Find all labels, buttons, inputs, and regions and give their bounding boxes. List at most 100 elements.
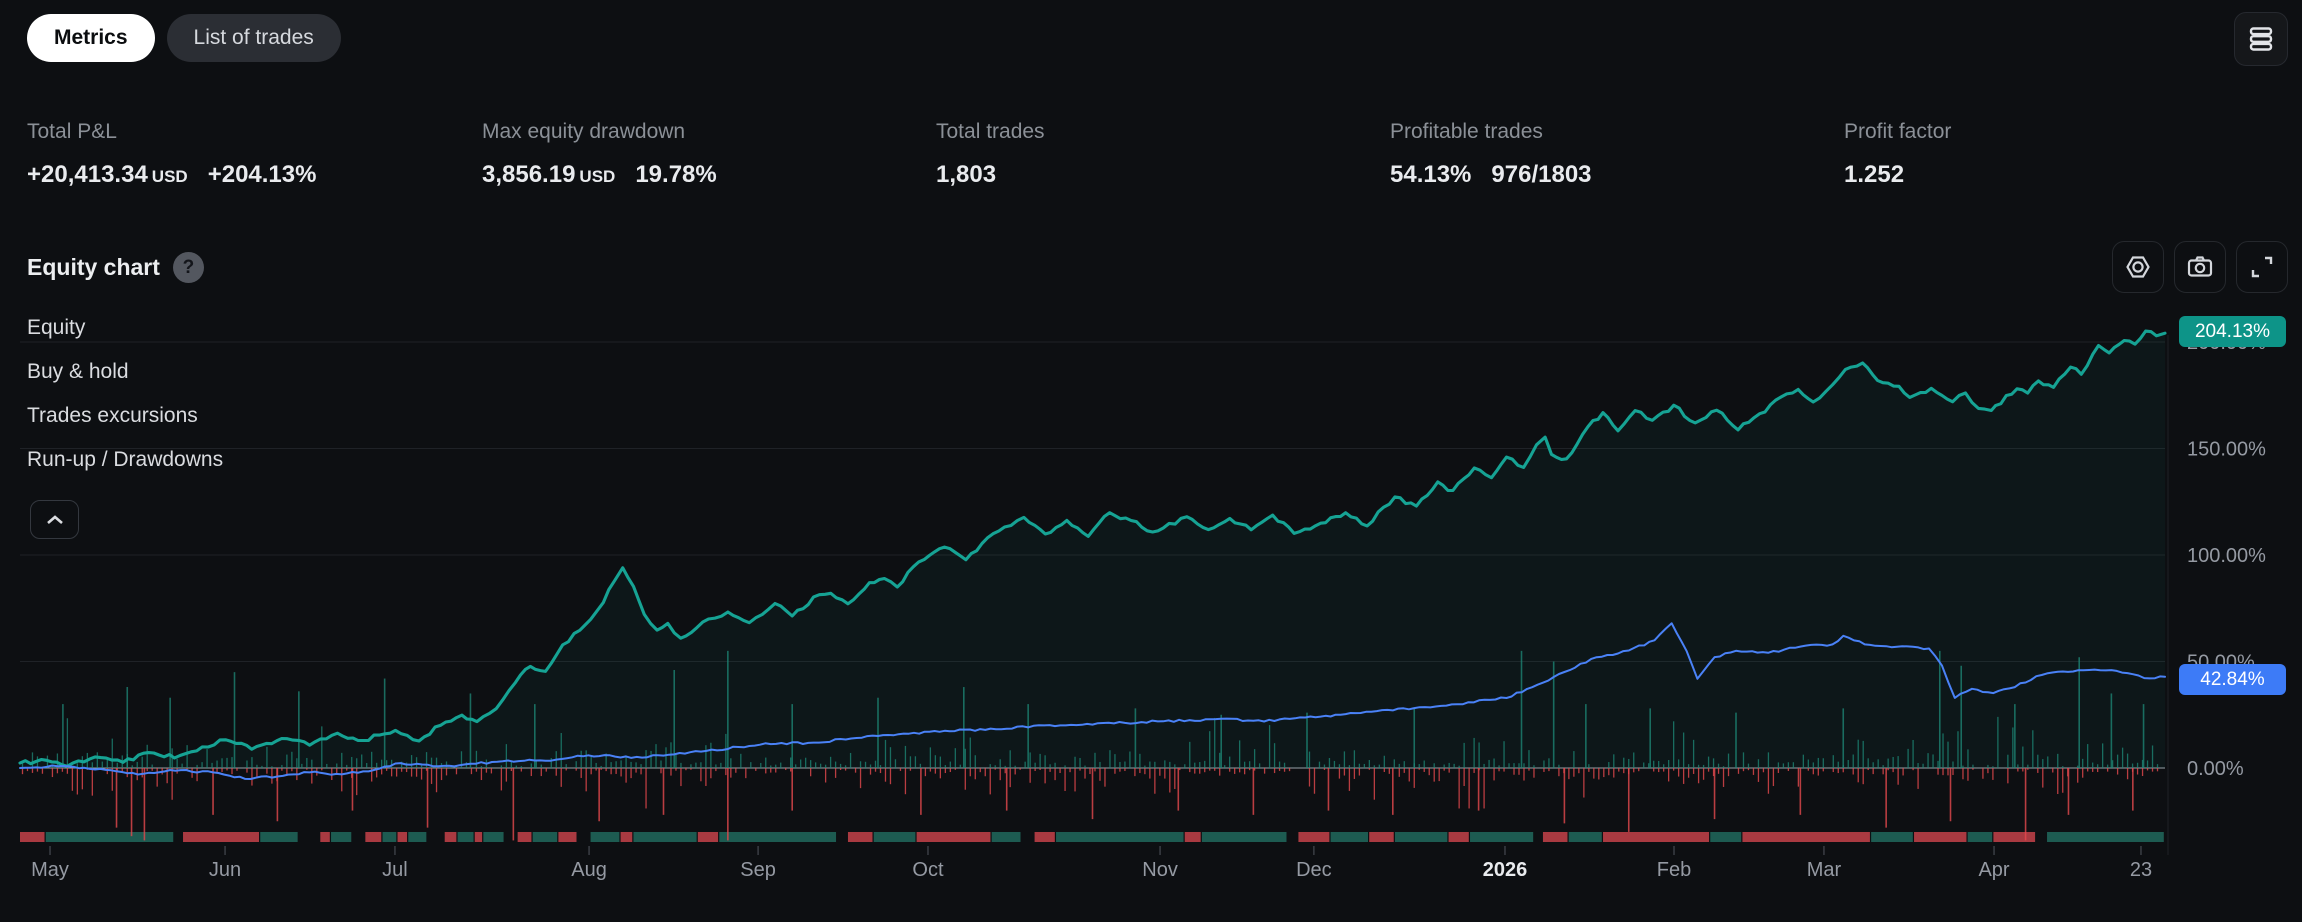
- buyhold-last-value-badge: 42.84%: [2179, 664, 2286, 695]
- x-axis-label: Nov: [1142, 859, 1178, 881]
- position-strip-segment: [1542, 832, 1568, 842]
- position-strip-segment: [590, 832, 620, 842]
- position-strip-segment: [20, 832, 45, 842]
- position-strip-segment: [474, 832, 483, 842]
- position-strip-segment: [1394, 832, 1448, 842]
- position-strip-segment: [873, 832, 916, 842]
- stat-ratio: 976/1803: [1491, 161, 1592, 188]
- position-strip-segment: [991, 832, 1021, 842]
- stat-profit-factor: Profit factor 1.252: [1844, 120, 1951, 189]
- position-strip-segment: [397, 832, 408, 842]
- position-strip-segment: [444, 832, 457, 842]
- position-strip-segment: [916, 832, 991, 842]
- x-axis-label: Aug: [571, 859, 607, 881]
- position-strip-segment: [457, 832, 474, 842]
- layout-rows-button[interactable]: [2234, 12, 2288, 66]
- stat-total-trades: Total trades 1,803: [936, 120, 1045, 189]
- position-strip-segment: [1184, 832, 1201, 842]
- stat-label: Profit factor: [1844, 120, 1952, 143]
- position-strip-segment: [1298, 832, 1330, 842]
- rows-icon: [2246, 24, 2276, 54]
- position-strip-segment: [1056, 832, 1184, 842]
- stat-currency: USD: [579, 167, 616, 186]
- stat-percent: 54.13%: [1390, 161, 1472, 188]
- legend-item-buy-and-hold[interactable]: Buy & hold: [27, 360, 129, 383]
- chart-legend: Equity Buy & hold Trades excursions Run-…: [27, 306, 223, 482]
- stat-total-pnl: Total P&L +20,413.34 USD +204.13%: [27, 120, 316, 189]
- stat-profitable-trades: Profitable trades 54.13% 976/1803: [1390, 120, 1592, 189]
- position-strip-segment: [1871, 832, 1913, 842]
- position-strip-segment: [1967, 832, 1993, 842]
- stat-label: Total P&L: [27, 120, 117, 143]
- position-strip-segment: [1369, 832, 1394, 842]
- position-strip-segment: [847, 832, 873, 842]
- position-strip-segment: [1330, 832, 1369, 842]
- position-strip-segment: [1710, 832, 1742, 842]
- equity-last-value-badge: 204.13%: [2179, 316, 2286, 347]
- position-strip-segment: [1034, 832, 1055, 842]
- position-strip-segment: [408, 832, 427, 842]
- position-strip-segment: [1201, 832, 1287, 842]
- help-icon[interactable]: ?: [172, 252, 204, 283]
- position-strip-segment: [719, 832, 837, 842]
- position-strip-segment: [558, 832, 577, 842]
- chart-snapshot-button[interactable]: [2174, 241, 2226, 293]
- stat-amount: +20,413.34: [27, 161, 148, 188]
- position-strip-segment: [483, 832, 504, 842]
- stat-amount: 3,856.19: [482, 161, 576, 188]
- x-axis-label: Jul: [382, 859, 408, 881]
- position-strip-segment: [1603, 832, 1710, 842]
- chart-settings-button[interactable]: [2112, 241, 2164, 293]
- stat-percent: +204.13%: [207, 161, 317, 188]
- gear-icon: [2123, 252, 2153, 282]
- tab-metrics[interactable]: Metrics: [27, 14, 155, 62]
- stat-label: Total trades: [936, 120, 1045, 143]
- stat-max-drawdown: Max equity drawdown 3,856.19 USD 19.78%: [482, 120, 717, 189]
- stat-value: 1,803: [936, 161, 997, 188]
- view-tabs: Metrics List of trades: [27, 14, 341, 62]
- position-strip-segment: [1448, 832, 1469, 842]
- y-axis-label: 0.00%: [2187, 758, 2244, 780]
- stat-percent: 19.78%: [635, 161, 717, 188]
- legend-item-equity[interactable]: Equity: [27, 316, 86, 339]
- position-strip-segment: [331, 832, 352, 842]
- x-axis-label: Feb: [1657, 859, 1691, 881]
- chart-fullscreen-button[interactable]: [2236, 241, 2288, 293]
- equity-area-fill: [20, 331, 2165, 768]
- position-strip-segment: [1470, 832, 1534, 842]
- stat-label: Max equity drawdown: [482, 120, 686, 143]
- x-axis-label: Apr: [1978, 859, 2009, 881]
- legend-collapse-button[interactable]: [30, 500, 79, 539]
- x-axis-label: Dec: [1296, 859, 1332, 881]
- chart-toolbar: [2112, 241, 2288, 293]
- legend-item-runup-drawdowns[interactable]: Run-up / Drawdowns: [27, 448, 224, 471]
- position-strip-segment: [633, 832, 697, 842]
- stat-currency: USD: [151, 167, 188, 186]
- fullscreen-icon: [2247, 252, 2277, 282]
- position-strip-segment: [1914, 832, 1967, 842]
- x-axis-label: Oct: [912, 859, 944, 881]
- position-strip-segment: [365, 832, 382, 842]
- position-strip-segment: [382, 832, 397, 842]
- position-strip-segment: [697, 832, 719, 842]
- x-axis-label: 23: [2130, 859, 2152, 881]
- equity-chart-header: Equity chart ?: [27, 252, 204, 283]
- x-axis-label: 2026: [1483, 859, 1528, 881]
- position-strip-segment: [183, 832, 260, 842]
- x-axis-label: Sep: [740, 859, 776, 881]
- tab-list-of-trades[interactable]: List of trades: [166, 14, 341, 62]
- camera-icon: [2185, 252, 2215, 282]
- position-strip-segment: [1568, 832, 1602, 842]
- position-strip-segment: [517, 832, 532, 842]
- position-strip-segment: [320, 832, 330, 842]
- x-axis-label: May: [31, 859, 69, 881]
- position-strip-segment: [2047, 832, 2164, 842]
- legend-item-trades-excursions[interactable]: Trades excursions: [27, 404, 198, 427]
- chevron-up-icon: [44, 513, 66, 527]
- position-strip-segment: [620, 832, 633, 842]
- equity-line: [18, 329, 2167, 768]
- position-strip-segment: [1742, 832, 1870, 842]
- equity-chart-plot[interactable]: May Jun Jul Aug Sep Oct Nov Dec 2026 Feb Mar Apr 23 0…: [0, 295, 2302, 895]
- stat-label: Profitable trades: [1390, 120, 1543, 143]
